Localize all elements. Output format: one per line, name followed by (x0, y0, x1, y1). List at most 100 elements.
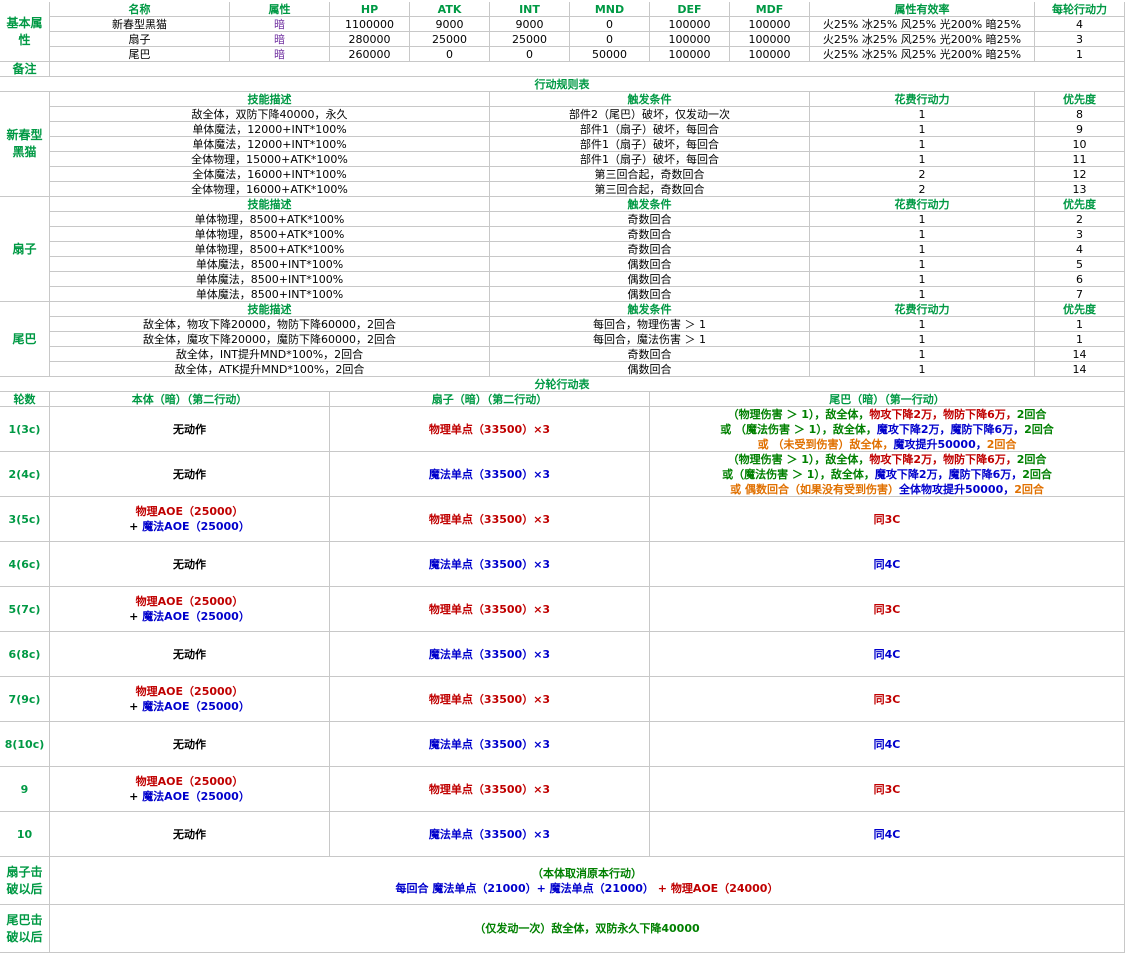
text-line: 同4C (874, 557, 901, 572)
column-header: 轮数 (0, 392, 50, 407)
table-cell-text: 部件1（扇子）破坏，每回合 (580, 152, 719, 166)
round-label: 7(9c) (0, 677, 50, 722)
text-line: 物理单点（33500）×3 (429, 692, 550, 707)
text-line: 或 （魔法伤害 ＞ 1），敌全体，魔攻下降2万，魔防下降6万，2回合 (720, 422, 1054, 437)
table-cell-text: 0 (446, 47, 453, 61)
table-title-text: 行动规则表 (534, 77, 590, 91)
text-line: 魔法单点（33500）×3 (429, 467, 550, 482)
table-cell-text: 单体魔法，8500+INT*100% (195, 257, 344, 271)
table-cell: 1 (810, 242, 1035, 257)
note-cell (50, 62, 1125, 77)
table-cell-text: 100000 (668, 32, 711, 46)
table-cell-text: 2 (918, 167, 926, 181)
group-label: 新春型黑猫 (0, 92, 50, 197)
table-cell: 偶数回合 (490, 287, 810, 302)
text-line: （物理伤害 ＞ 1），敌全体，物攻下降2万，物防下降6万，2回合 (728, 452, 1047, 467)
round-label: 9 (0, 767, 50, 812)
column-header-text: 轮数 (13, 392, 36, 406)
table-cell: 全体魔法，16000+INT*100% (50, 167, 490, 182)
table-cell: 1 (810, 152, 1035, 167)
table-cell: 2 (810, 167, 1035, 182)
column-header: DEF (650, 2, 730, 17)
table-cell-text: 260000 (348, 47, 391, 61)
table-cell: 1 (1035, 332, 1125, 347)
column-header: 触发条件 (490, 197, 810, 212)
column-header-text: 触发条件 (627, 92, 672, 106)
table-cell: 1 (810, 347, 1035, 362)
text-run: 或 偶数回合（如果没有受到伤害） (730, 482, 899, 496)
text-line: 无动作 (173, 557, 206, 572)
text-run: 同4C (873, 557, 901, 571)
table-cell-text: 1 (918, 242, 926, 256)
table-cell: 1 (810, 137, 1035, 152)
table-cell: 100000 (650, 47, 730, 62)
text-run: + 物理AOE（24000） (653, 881, 779, 895)
table-cell: 敌全体，ATK提升MND*100%，2回合 (50, 362, 490, 377)
text-run: 同3C (873, 782, 901, 796)
table-cell: 5 (1035, 257, 1125, 272)
table-cell-text: 每回合，魔法伤害 ＞ 1 (593, 332, 706, 346)
tail-action: 同4C (650, 722, 1125, 767)
tail-action: 同4C (650, 542, 1125, 587)
text-run: 魔攻提升50000， (893, 437, 987, 451)
text-line: + 魔法AOE（25000） (129, 699, 250, 714)
table-cell: 部件1（扇子）破坏，每回合 (490, 137, 810, 152)
text-run: 同3C (873, 512, 901, 526)
after-label-text: 尾巴击破以后 (6, 912, 43, 944)
column-header: 属性 (230, 2, 330, 17)
tail-action: 同3C (650, 677, 1125, 722)
text-line: 同3C (874, 692, 901, 707)
table-cell-text: 1 (918, 332, 926, 346)
round-label-text: 5(7c) (8, 602, 41, 616)
table-cell: 每回合，物理伤害 ＞ 1 (490, 317, 810, 332)
text-line: 同4C (874, 827, 901, 842)
text-line: 魔法单点（33500）×3 (429, 647, 550, 662)
tail-action: 同3C (650, 497, 1125, 542)
table-cell: 单体魔法，12000+INT*100% (50, 137, 490, 152)
table-cell: 2 (810, 182, 1035, 197)
fan-action: 物理单点（33500）×3 (330, 677, 650, 722)
column-header-text: 花费行动力 (894, 302, 950, 316)
table-cell: 13 (1035, 182, 1125, 197)
table-cell: 8 (1035, 107, 1125, 122)
text-run: 无动作 (173, 467, 206, 481)
tail-action: 同3C (650, 767, 1125, 812)
table-cell-text: 1 (918, 287, 926, 301)
text-run: 物理单点（33500）×3 (428, 782, 551, 796)
text-line: 物理AOE（25000） (136, 684, 244, 699)
table-cell: 1 (1035, 317, 1125, 332)
column-header: 优先度 (1035, 302, 1125, 317)
round-label-text: 8(10c) (4, 737, 45, 751)
table-cell-text: 部件1（扇子）破坏，每回合 (580, 137, 719, 151)
table-cell-text: 暗 (274, 32, 285, 46)
fan-action: 魔法单点（33500）×3 (330, 452, 650, 497)
column-header: 每轮行动力 (1035, 2, 1125, 17)
table-cell: 暗 (230, 32, 330, 47)
text-line: 魔法单点（33500）×3 (429, 827, 550, 842)
main-action: 物理AOE（25000） + 魔法AOE（25000） (50, 677, 330, 722)
table-cell: 9000 (410, 17, 490, 32)
table-cell: 14 (1035, 362, 1125, 377)
table-cell-text: 全体魔法，16000+INT*100% (192, 167, 347, 181)
table-cell-text: 2 (1076, 212, 1083, 226)
column-header-text: 属性 (268, 2, 291, 16)
table-cell: 4 (1035, 17, 1125, 32)
table-cell: 1 (810, 212, 1035, 227)
table-cell-text: 100000 (748, 32, 791, 46)
table-cell-text: 部件1（扇子）破坏，每回合 (580, 122, 719, 136)
section-label: 基本属性 (0, 2, 50, 62)
table-cell: 敌全体，双防下降40000，永久 (50, 107, 490, 122)
fan-action: 魔法单点（33500）×3 (330, 632, 650, 677)
table-cell-text: 新春型黑猫 (112, 17, 167, 31)
table-cell: 11 (1035, 152, 1125, 167)
table-cell: 9000 (490, 17, 570, 32)
text-run: （物理伤害 ＞ 1），敌全体， (727, 407, 870, 421)
table-cell: 1 (810, 332, 1035, 347)
column-header-text: 优先度 (1063, 92, 1096, 106)
main-action: 物理AOE（25000） + 魔法AOE（25000） (50, 497, 330, 542)
text-run: 魔法单点（33500）×3 (428, 647, 551, 661)
table-cell-text: 暗 (274, 47, 285, 61)
table-cell: 3 (1035, 32, 1125, 47)
table-cell: 25000 (490, 32, 570, 47)
text-run: 2回合 (1016, 452, 1047, 466)
